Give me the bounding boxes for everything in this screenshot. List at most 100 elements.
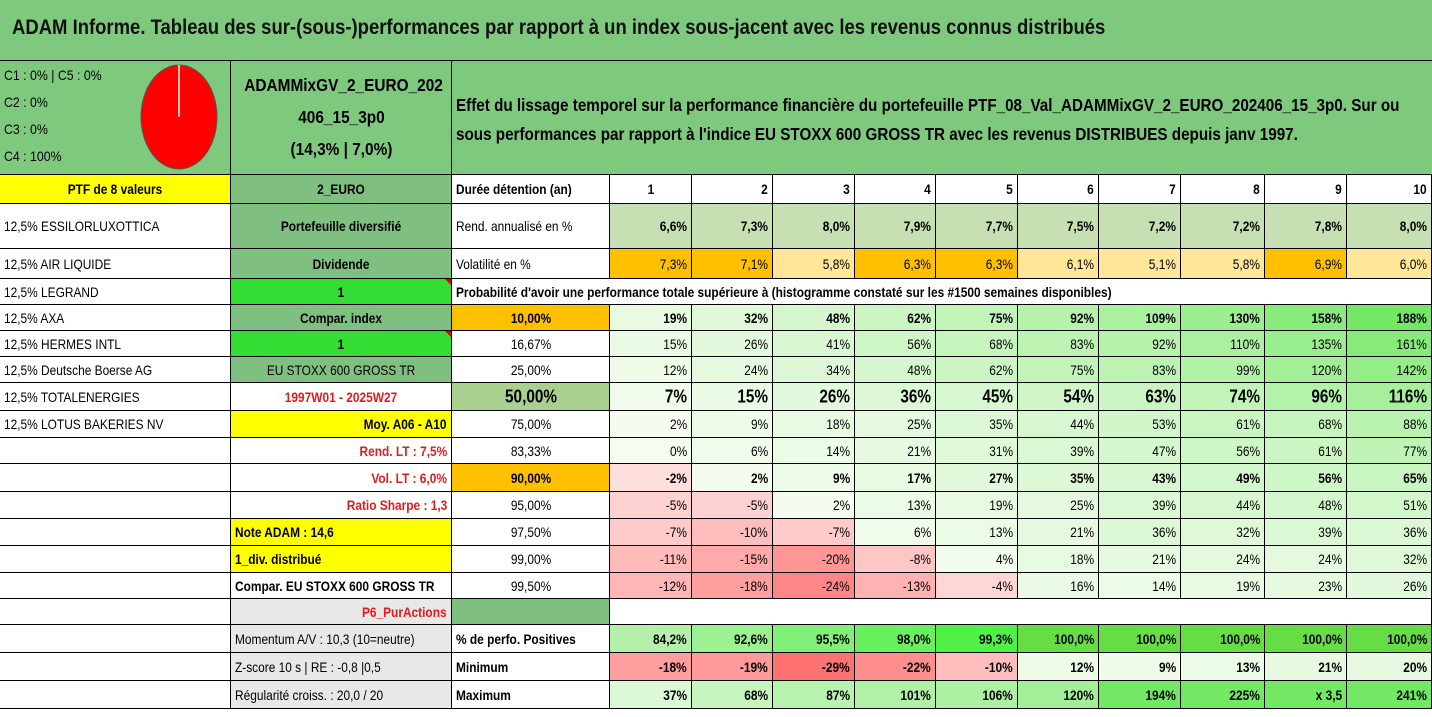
prob-value-cell-text: 24% bbox=[1236, 551, 1260, 567]
max-cell-text: 68% bbox=[744, 686, 768, 703]
empty-cell bbox=[0, 519, 231, 546]
prob-value-cell: 110% bbox=[1181, 331, 1265, 357]
prob-value-cell: 32% bbox=[1347, 546, 1432, 573]
prob-value-cell-text: 39% bbox=[1318, 524, 1342, 540]
pos-label-cell-text: % de perfo. Positives bbox=[456, 630, 576, 647]
prob-value-cell: -8% bbox=[855, 546, 936, 573]
holding-row-text: 12,5% Deutsche Boerse AG bbox=[4, 361, 153, 378]
portfolio-name-line-1: ADAMMixGV_2_EURO_202 bbox=[244, 75, 443, 95]
pos-cell-text: 99,3% bbox=[979, 630, 1013, 647]
prob-value-cell-text: 110% bbox=[1230, 335, 1260, 352]
compar-full-cell-text: Compar. EU STOXX 600 GROSS TR bbox=[235, 577, 435, 594]
prob-value-cell: 45% bbox=[936, 383, 1018, 411]
rend-cell-text: 7,2% bbox=[1148, 218, 1176, 234]
prob-value-cell-text: 88% bbox=[1403, 416, 1427, 432]
prob-value-cell-text: 14% bbox=[1152, 577, 1176, 594]
currency-cell-text: 2_EURO bbox=[317, 181, 365, 197]
prob-value-cell-text: 21% bbox=[1070, 524, 1094, 540]
prob-value-cell-text: -20% bbox=[822, 551, 850, 567]
prob-threshold-cell-text: 99,50% bbox=[510, 577, 551, 594]
prob-value-cell: 53% bbox=[1099, 411, 1181, 438]
prob-threshold-cell-text: 90,00% bbox=[510, 469, 551, 486]
prob-value-cell: 16% bbox=[1018, 573, 1099, 599]
prob-value-cell: 13% bbox=[855, 492, 936, 519]
dividend-label-cell-text: Dividende bbox=[312, 255, 370, 272]
prob-value-cell-text: -24% bbox=[822, 577, 850, 594]
rend-cell: 7,8% bbox=[1265, 204, 1347, 249]
prob-value-cell: 61% bbox=[1181, 411, 1265, 438]
prob-value-cell: 34% bbox=[773, 357, 855, 383]
prob-value-cell: 142% bbox=[1347, 357, 1432, 383]
prob-value-cell: 32% bbox=[1181, 519, 1265, 546]
description-text: Effet du lissage temporel sur la perform… bbox=[456, 95, 1400, 144]
prob-value-cell: 39% bbox=[1018, 438, 1099, 464]
min-label-cell-text: Minimum bbox=[456, 658, 509, 675]
prob-value-cell-text: 12% bbox=[663, 361, 687, 378]
prob-value-cell: 61% bbox=[1265, 438, 1347, 464]
prob-value-cell-text: 135% bbox=[1311, 335, 1342, 352]
period-cell-text: 1997W01 - 2025W27 bbox=[284, 388, 398, 405]
prob-value-cell: 188% bbox=[1347, 305, 1432, 331]
prob-value-cell: 9% bbox=[773, 464, 855, 492]
prob-value-cell: 24% bbox=[1181, 546, 1265, 573]
prob-value-cell: 109% bbox=[1099, 305, 1181, 331]
prob-threshold-cell-text: 10,00% bbox=[510, 309, 551, 326]
vol-cell: 5,8% bbox=[773, 249, 855, 279]
prob-value-cell: 48% bbox=[773, 305, 855, 331]
prob-value-cell-text: 158% bbox=[1311, 309, 1342, 326]
min-cell: 13% bbox=[1181, 653, 1265, 681]
holding-row: 12,5% AXA bbox=[0, 305, 231, 331]
portfolio-name-line-2: 406_15_3p0 bbox=[298, 107, 385, 127]
min-cell-text: 12% bbox=[1070, 658, 1094, 675]
prob-threshold-cell: 50,00% bbox=[452, 383, 610, 411]
prob-value-cell: 158% bbox=[1265, 305, 1347, 331]
portfolio-type-cell-text: Portefeuille diversifié bbox=[280, 218, 402, 234]
holding-row: 12,5% LEGRAND bbox=[0, 279, 231, 305]
prob-value-cell: -15% bbox=[692, 546, 773, 573]
prob-value-cell-text: 68% bbox=[1318, 416, 1342, 432]
prob-value-cell: 96% bbox=[1265, 383, 1347, 411]
holding-row: 12,5% TOTALENERGIES bbox=[0, 383, 231, 411]
prob-value-cell-text: 130% bbox=[1229, 309, 1260, 326]
holding-row: 12,5% AIR LIQUIDE bbox=[0, 249, 231, 279]
momentum-cell: Momentum A/V : 10,3 (10=neutre) bbox=[231, 625, 452, 653]
prob-threshold-cell: 95,00% bbox=[452, 492, 610, 519]
min-cell-text: -29% bbox=[822, 658, 850, 675]
vol-cell-text: 5,8% bbox=[1232, 255, 1260, 272]
vol-cell: 5,8% bbox=[1181, 249, 1265, 279]
prob-title-cell: Probabilité d'avoir une performance tota… bbox=[452, 279, 1432, 305]
zscore-cell-text: Z-score 10 s | RE : -0,8 |0,5 bbox=[235, 658, 381, 675]
year-cell: 9 bbox=[1265, 175, 1347, 204]
prob-value-cell: 68% bbox=[936, 331, 1018, 357]
pos-cell-text: 100,0% bbox=[1301, 630, 1342, 647]
pos-cell-text: 100,0% bbox=[1053, 630, 1094, 647]
prob-value-cell: 75% bbox=[1018, 357, 1099, 383]
prob-value-cell: 19% bbox=[936, 492, 1018, 519]
empty-cell bbox=[0, 492, 231, 519]
prob-value-cell-text: 18% bbox=[1070, 551, 1094, 567]
holding-row-text: 12,5% AIR LIQUIDE bbox=[4, 255, 112, 272]
prob-value-cell: -10% bbox=[692, 519, 773, 546]
prob-value-cell: -2% bbox=[610, 464, 692, 492]
max-cell-text: 120% bbox=[1063, 686, 1094, 703]
prob-value-cell: 51% bbox=[1347, 492, 1432, 519]
prob-value-cell: 21% bbox=[855, 438, 936, 464]
prob-value-cell: 88% bbox=[1347, 411, 1432, 438]
prob-value-cell: -18% bbox=[692, 573, 773, 599]
pos-cell-text: 92,6% bbox=[734, 630, 768, 647]
prob-threshold-cell: 99,00% bbox=[452, 546, 610, 573]
prob-value-cell-text: -11% bbox=[660, 551, 687, 567]
min-cell: -29% bbox=[773, 653, 855, 681]
prob-value-cell: 27% bbox=[936, 464, 1018, 492]
pos-cell-text: 95,5% bbox=[816, 630, 850, 647]
momentum-cell-text: Momentum A/V : 10,3 (10=neutre) bbox=[235, 630, 415, 647]
max-cell: 120% bbox=[1018, 681, 1099, 709]
holdings-header: PTF de 8 valeurs bbox=[0, 175, 231, 204]
compar-value-cell: 1 bbox=[231, 331, 452, 357]
compar-value-cell-text: 1 bbox=[337, 335, 345, 352]
prob-value-cell-text: 44% bbox=[1236, 497, 1260, 513]
prob-value-cell: 49% bbox=[1181, 464, 1265, 492]
rend-cell-text: 8,0% bbox=[1399, 218, 1427, 234]
prob-value-cell-text: 36% bbox=[1403, 524, 1427, 540]
